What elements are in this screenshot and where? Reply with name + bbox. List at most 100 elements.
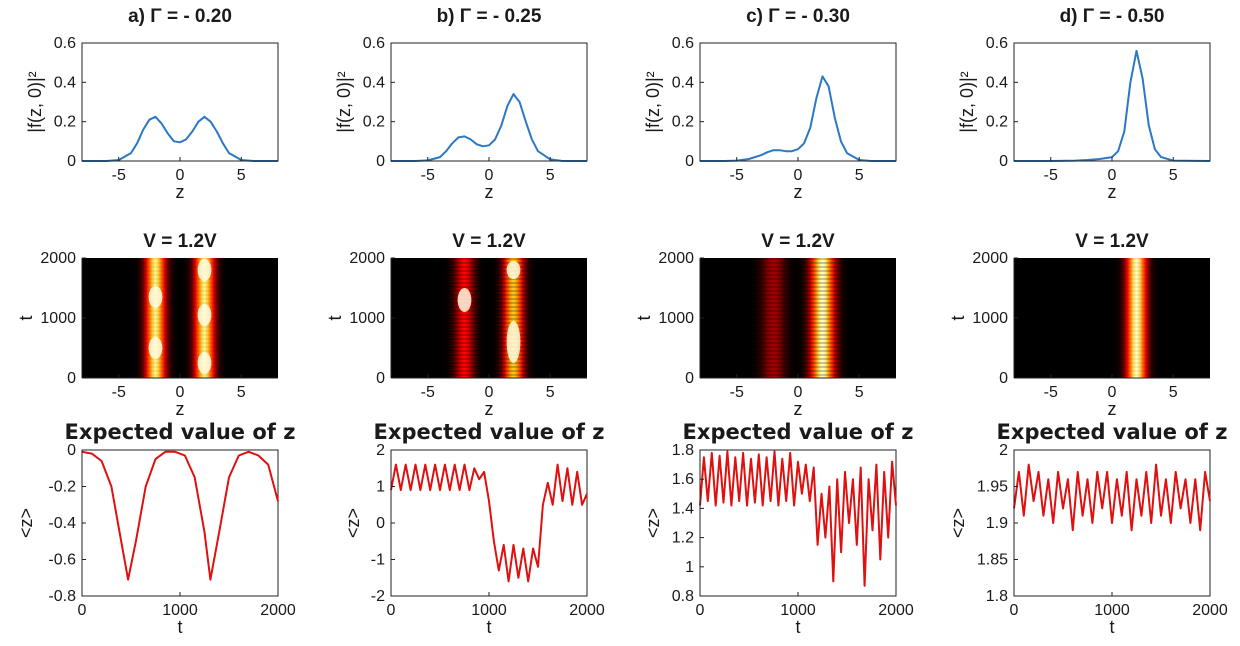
heatmap-bright-spot <box>506 321 521 363</box>
y-tick-label: 0 <box>67 370 76 387</box>
series-line-0 <box>391 93 587 162</box>
y-tick-label: 2000 <box>972 250 1008 267</box>
panel-density-b: b) Γ = - 0.25 -5 0 5 0 0.2 0.4 0.6 z |f(z, 0)|² <box>334 6 588 202</box>
x-axis-label: z <box>176 399 185 419</box>
x-axis-label: z <box>485 182 494 202</box>
heatmap-fringe <box>391 350 587 352</box>
series-line-0 <box>1014 49 1211 162</box>
y-tick-label: 0.2 <box>986 114 1008 131</box>
x-tick-label: -5 <box>1044 167 1058 184</box>
panel-title: V = 1.2V <box>1075 231 1149 252</box>
heatmap-fringe <box>700 326 896 328</box>
y-tick-label: 0 <box>67 153 76 170</box>
heatmap-fringe <box>82 370 278 372</box>
heatmap-fringe <box>82 314 278 316</box>
y-tick-label: 1.4 <box>672 500 694 517</box>
y-axis-label: t <box>16 315 36 320</box>
heatmap-fringe <box>82 274 278 276</box>
heatmap-fringe <box>82 358 278 360</box>
heatmap-fringe <box>700 358 896 360</box>
x-tick-label: 5 <box>546 167 555 184</box>
x-tick-label: 0 <box>1010 602 1019 619</box>
heatmap-fringe <box>700 262 896 264</box>
y-tick-label: 1 <box>685 559 694 576</box>
panel-density-c: c) Γ = - 0.30 -5 0 5 0 0.2 0.4 0.6 z |f(z, 0)|² <box>643 6 897 202</box>
x-tick-label: 0 <box>1108 384 1117 401</box>
y-tick-label: 1.6 <box>672 471 694 488</box>
heatmap-fringe <box>1014 322 1210 324</box>
y-tick-label: 0 <box>376 515 385 532</box>
series-line-0 <box>390 463 588 583</box>
heatmap-fringe <box>82 282 278 284</box>
y-tick-label: 0.2 <box>54 114 76 131</box>
heatmap-fringe <box>700 310 896 312</box>
heatmap-fringe <box>82 338 278 340</box>
heatmap-fringe <box>1014 346 1210 348</box>
y-tick-label: 0.4 <box>363 74 385 91</box>
x-axis-label: z <box>176 182 185 202</box>
series-line-0 <box>699 450 897 587</box>
heatmap-fringe <box>391 270 587 272</box>
heatmap-fringe <box>700 306 896 308</box>
x-axis-label: t <box>795 617 800 637</box>
y-tick-label: 0.6 <box>54 35 76 52</box>
heatmap-fringe <box>700 314 896 316</box>
heatmap-fringe <box>700 278 896 280</box>
heatmap-fringe <box>82 310 278 312</box>
heatmap-fringe <box>82 266 278 268</box>
heatmap-fringe <box>700 290 896 292</box>
heatmap-fringe <box>1014 278 1210 280</box>
panel-expected-b: Expected value of z 0 1000 2000 -2 -1 0 1 2 t <z> <box>343 420 605 637</box>
series-line-0 <box>82 115 278 162</box>
y-tick-label: 1.85 <box>977 552 1008 569</box>
heatmap-fringe <box>391 334 587 336</box>
heatmap-fringe <box>1014 342 1210 344</box>
heatmap-fringe <box>1014 294 1210 296</box>
heatmap-fringe <box>700 258 896 260</box>
x-tick-label: -5 <box>112 384 126 401</box>
y-tick-label: 0.2 <box>363 114 385 131</box>
panel-title: Expected value of z <box>65 420 296 444</box>
heatmap-fringe <box>1014 298 1210 300</box>
y-tick-label: 2000 <box>349 250 385 267</box>
y-tick-label: 0 <box>376 153 385 170</box>
heatmap-fringe <box>700 370 896 372</box>
panel-title: c) Γ = - 0.30 <box>746 6 850 27</box>
y-axis-label: |f(z, 0)|² <box>334 71 354 132</box>
y-tick-label: 0 <box>685 153 694 170</box>
x-tick-label: 1000 <box>780 602 816 619</box>
heatmap-image <box>82 258 278 378</box>
x-tick-label: 5 <box>546 384 555 401</box>
panel-evolution-d: V = 1.2V -5 0 5 0 1000 2000 z t <box>948 231 1210 419</box>
heatmap-fringe <box>391 358 587 360</box>
heatmap-fringe <box>82 278 278 280</box>
heatmap-fringe <box>82 334 278 336</box>
heatmap-fringe <box>391 310 587 312</box>
heatmap-fringe <box>700 346 896 348</box>
panel-title: b) Γ = - 0.25 <box>437 6 542 27</box>
x-tick-label: 0 <box>387 602 396 619</box>
panel-title: V = 1.2V <box>452 231 526 252</box>
x-tick-label: 5 <box>1169 384 1178 401</box>
plot-frame <box>81 449 279 597</box>
y-tick-label: 0 <box>999 153 1008 170</box>
y-tick-label: 1000 <box>972 310 1008 327</box>
heatmap-fringe <box>82 350 278 352</box>
panel-evolution-b: V = 1.2V -5 0 5 0 1000 2000 z t <box>325 231 587 419</box>
heatmap-fringe <box>700 338 896 340</box>
heatmap-fringe <box>391 258 587 260</box>
heatmap-fringe <box>1014 302 1210 304</box>
heatmap-fringe <box>391 314 587 316</box>
x-tick-label: 5 <box>855 167 864 184</box>
y-tick-label: -0.6 <box>48 552 76 569</box>
heatmap-bright-spot <box>197 304 212 326</box>
heatmap-fringe <box>700 342 896 344</box>
x-tick-label: 0 <box>485 167 494 184</box>
x-tick-label: 0 <box>78 602 87 619</box>
heatmap-fringe <box>391 290 587 292</box>
y-tick-label: 2 <box>999 442 1008 459</box>
heatmap-fringe <box>700 362 896 364</box>
panel-title: Expected value of z <box>374 420 605 444</box>
heatmap-fringe <box>1014 310 1210 312</box>
